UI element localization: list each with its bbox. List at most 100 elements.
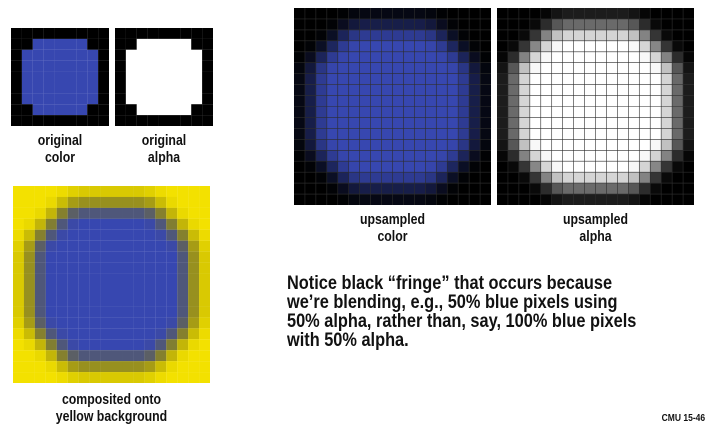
- pixel-cell: [414, 106, 426, 118]
- pixel-cell: [67, 229, 79, 241]
- pixel-cell: [21, 28, 33, 39]
- pixel-cell: [294, 161, 305, 173]
- pixel-cell: [202, 104, 213, 116]
- pixel-cell: [447, 40, 459, 52]
- pixel-cell: [683, 18, 694, 30]
- pixel-cell: [315, 84, 327, 96]
- original-color-image: [11, 28, 109, 126]
- pixel-cell: [326, 40, 338, 52]
- pixel-cell: [348, 117, 360, 129]
- pixel-cell: [89, 306, 101, 318]
- pixel-cell: [348, 95, 360, 107]
- pixel-cell: [617, 51, 629, 63]
- pixel-cell: [507, 95, 519, 107]
- pixel-cell: [13, 273, 24, 285]
- pixel-cell: [447, 117, 459, 129]
- pixel-cell: [595, 161, 607, 173]
- pixel-cell: [348, 40, 360, 52]
- pixel-cell: [78, 196, 90, 208]
- pixel-cell: [518, 40, 530, 52]
- pixel-cell: [480, 8, 491, 19]
- pixel-cell: [683, 106, 694, 118]
- pixel-cell: [469, 194, 481, 205]
- pixel-cell: [414, 139, 426, 151]
- pixel-cell: [115, 115, 126, 126]
- pixel-cell: [56, 229, 68, 241]
- pixel-cell: [672, 150, 684, 162]
- pixel-cell: [469, 128, 481, 140]
- pixel-cell: [447, 194, 459, 205]
- pixel-cell: [414, 18, 426, 30]
- pixel-cell: [639, 73, 651, 85]
- pixel-cell: [23, 295, 35, 307]
- pixel-cell: [45, 196, 57, 208]
- pixel-cell: [177, 218, 189, 230]
- pixel-cell: [381, 51, 393, 63]
- pixel-cell: [23, 361, 35, 373]
- pixel-cell: [584, 40, 596, 52]
- pixel-cell: [188, 196, 200, 208]
- pixel-cell: [188, 262, 200, 274]
- pixel-cell: [639, 106, 651, 118]
- pixel-cell: [98, 93, 109, 105]
- pixel-cell: [381, 139, 393, 151]
- pixel-cell: [45, 262, 57, 274]
- pixel-cell: [628, 84, 640, 96]
- pixel-cell: [45, 361, 57, 373]
- pixel-cell: [111, 207, 123, 219]
- pixel-cell: [177, 207, 189, 219]
- pixel-cell: [23, 306, 35, 318]
- pixel-cell: [166, 186, 178, 197]
- caption-line: color: [377, 228, 408, 245]
- pixel-cell: [304, 172, 316, 184]
- pixel-cell: [166, 251, 178, 263]
- pixel-cell: [562, 117, 574, 129]
- pixel-cell: [469, 8, 481, 19]
- caption-line: original: [37, 132, 83, 149]
- pixel-cell: [180, 104, 192, 116]
- pixel-cell: [617, 62, 629, 74]
- pixel-cell: [617, 139, 629, 151]
- pixel-cell: [78, 240, 90, 252]
- pixel-cell: [122, 207, 134, 219]
- pixel-cell: [78, 361, 90, 373]
- pixel-cell: [294, 84, 305, 96]
- pixel-cell: [683, 95, 694, 107]
- pixel-cell: [326, 29, 338, 41]
- pixel-cell: [67, 306, 79, 318]
- pixel-cell: [414, 84, 426, 96]
- pixel-cell: [518, 84, 530, 96]
- pixel-cell: [32, 38, 44, 50]
- pixel-cell: [23, 350, 35, 362]
- pixel-cell: [370, 84, 382, 96]
- pixel-cell: [617, 117, 629, 129]
- pixel-cell: [177, 186, 189, 197]
- pixel-cell: [65, 82, 77, 94]
- pixel-cell: [122, 273, 134, 285]
- pixel-cell: [359, 18, 371, 30]
- pixel-cell: [370, 128, 382, 140]
- pixel-cell: [202, 93, 213, 105]
- pixel-cell: [392, 29, 404, 41]
- pixel-cell: [529, 117, 541, 129]
- pixel-cell: [21, 82, 33, 94]
- pixel-cell: [606, 172, 618, 184]
- pixel-cell: [458, 29, 470, 41]
- pixel-cell: [639, 117, 651, 129]
- pixel-cell: [315, 128, 327, 140]
- caption-line: upsampled: [360, 211, 425, 228]
- pixel-cell: [497, 194, 508, 205]
- pixel-cell: [13, 372, 24, 383]
- pixel-cell: [414, 95, 426, 107]
- pixel-cell: [650, 51, 662, 63]
- pixel-cell: [497, 150, 508, 162]
- pixel-cell: [639, 29, 651, 41]
- pixel-cell: [54, 28, 66, 39]
- pixel-cell: [32, 104, 44, 116]
- pixel-cell: [180, 38, 192, 50]
- pixel-cell: [617, 194, 629, 205]
- pixel-cell: [518, 8, 530, 19]
- pixel-cell: [518, 51, 530, 63]
- pixel-cell: [188, 372, 200, 383]
- pixel-cell: [551, 139, 563, 151]
